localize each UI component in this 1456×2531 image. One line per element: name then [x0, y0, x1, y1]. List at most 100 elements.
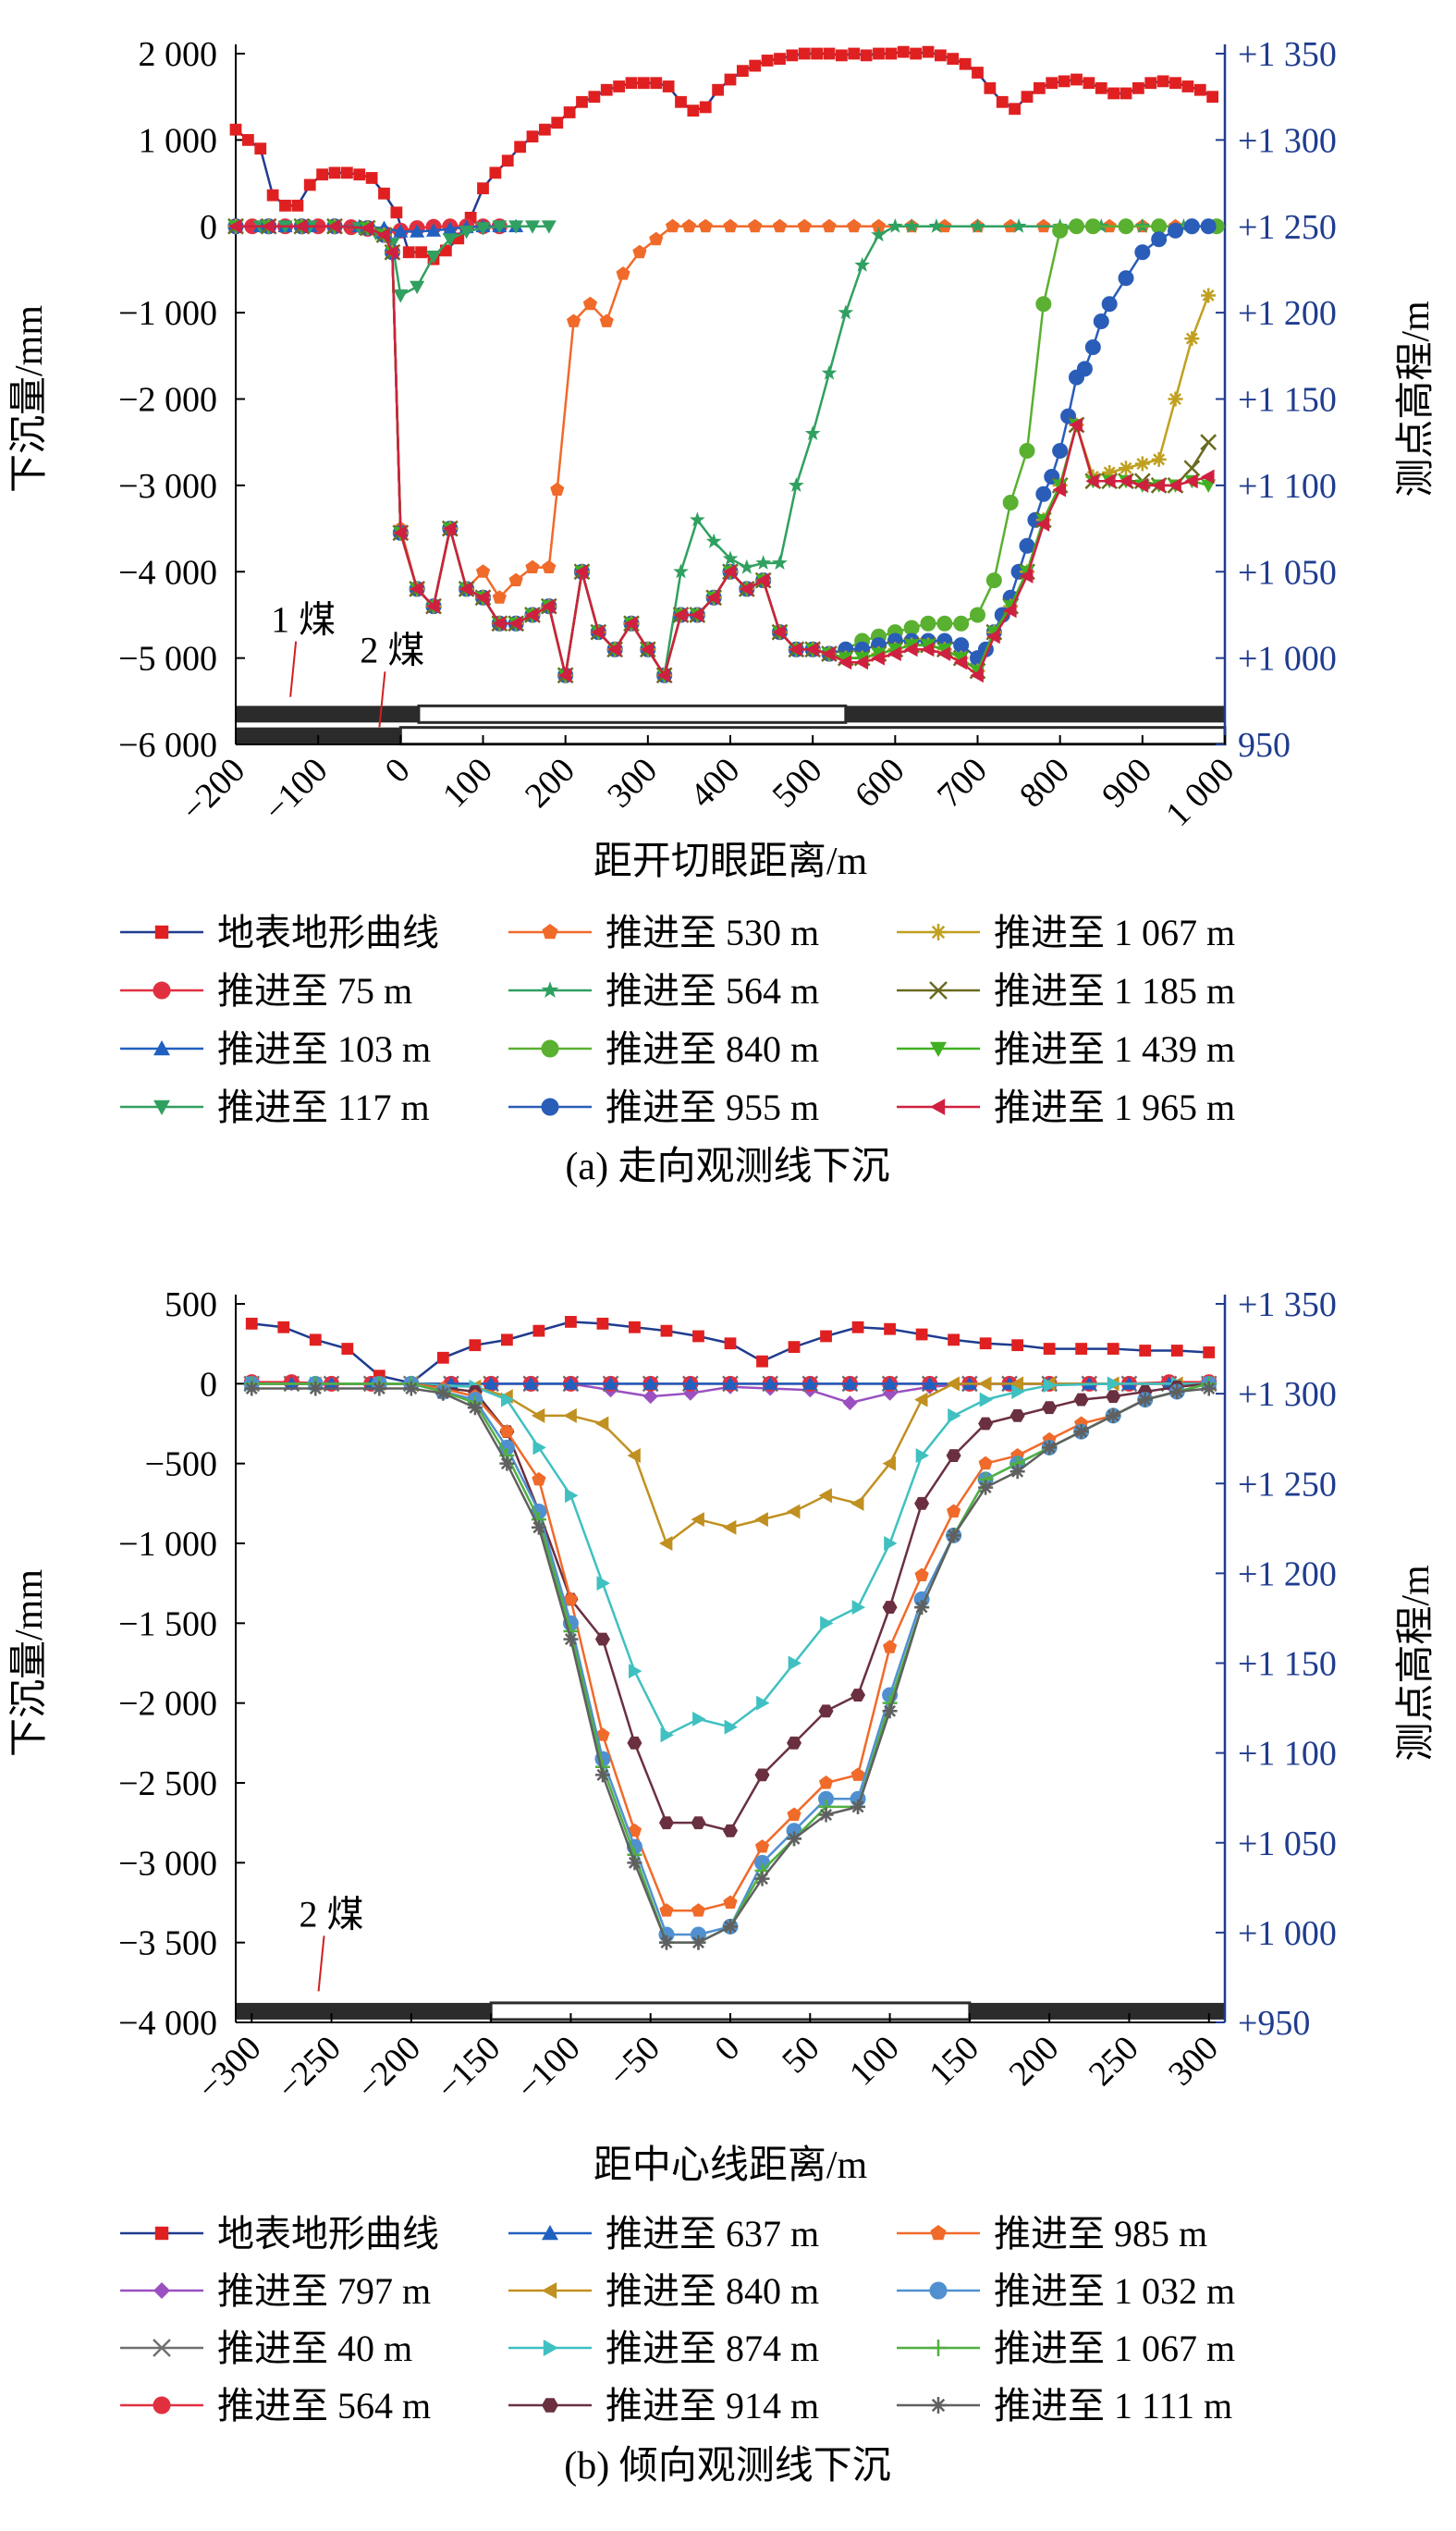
- data-point: [934, 49, 947, 62]
- data-point: [360, 220, 374, 236]
- data-point: [1009, 1408, 1025, 1422]
- series-5: [227, 217, 1217, 682]
- data-point: [1170, 1345, 1183, 1357]
- data-point: [914, 1496, 930, 1510]
- data-point: [508, 572, 523, 587]
- data-point: [748, 218, 763, 233]
- data-point: [390, 206, 403, 219]
- legend-item: 推进至 797 m: [120, 2270, 431, 2312]
- data-point: [985, 572, 1002, 589]
- y2-tick-label: +950: [1238, 2004, 1310, 2043]
- legend-item: 推进至 530 m: [508, 912, 819, 953]
- data-point: [508, 616, 522, 632]
- data-point: [754, 1871, 770, 1886]
- data-point: [882, 1456, 896, 1471]
- data-point: [822, 218, 837, 233]
- data-point: [627, 1855, 642, 1871]
- data-point: [915, 1448, 930, 1464]
- series-line: [251, 1382, 1210, 1936]
- data-point: [542, 559, 557, 574]
- legend-item: 推进至 1 965 m: [897, 1087, 1235, 1128]
- data-point: [970, 217, 985, 233]
- data-point: [978, 1456, 993, 1470]
- data-point: [978, 1376, 992, 1392]
- coal-label: 1 煤: [271, 599, 336, 641]
- data-point: [442, 521, 457, 536]
- data-point: [629, 1664, 642, 1679]
- data-point: [642, 1389, 658, 1405]
- data-point: [1168, 222, 1183, 239]
- y-tick-label: −1 500: [118, 1604, 217, 1643]
- legend-label: 推进至 117 m: [217, 1087, 430, 1128]
- data-point: [772, 218, 788, 233]
- data-point: [1102, 473, 1116, 489]
- data-point: [681, 218, 697, 233]
- data-point: [754, 1839, 770, 1853]
- data-point: [854, 655, 869, 670]
- data-point: [850, 1689, 866, 1702]
- x-tick-label: −150: [429, 2029, 508, 2107]
- data-point: [682, 1376, 698, 1390]
- legend-item: 推进至 874 m: [508, 2328, 819, 2369]
- data-point: [723, 1376, 738, 1390]
- legend-swatch-marker: [542, 2398, 558, 2413]
- data-point: [724, 1337, 737, 1350]
- data-point: [526, 130, 539, 143]
- x-tick-label: −50: [601, 2029, 667, 2095]
- data-point: [797, 218, 812, 233]
- data-point: [1200, 434, 1217, 451]
- legend-item: 推进至 117 m: [120, 1087, 430, 1128]
- legend-swatch-marker: [930, 2340, 947, 2356]
- data-point: [410, 224, 425, 238]
- y2-axis-title: 测点高程/m: [1395, 301, 1438, 498]
- data-point: [588, 91, 601, 104]
- data-point: [665, 218, 680, 233]
- legend-label: 地表地形曲线: [217, 912, 439, 953]
- data-point: [1118, 218, 1134, 235]
- data-point: [871, 218, 887, 233]
- data-point: [658, 1935, 674, 1950]
- data-point: [229, 123, 242, 136]
- coal-label-leader: [378, 671, 386, 728]
- series-line: [251, 1387, 1209, 1944]
- data-point: [838, 655, 852, 670]
- data-point: [786, 49, 799, 62]
- legend-label: 推进至 75 m: [217, 970, 412, 1012]
- data-point: [920, 615, 936, 632]
- figure-caption: (b) 倾向观测线下沉: [564, 2445, 890, 2488]
- y2-tick-label: +1 050: [1238, 1825, 1337, 1863]
- x-tick-label: 500: [765, 751, 830, 816]
- data-point: [722, 550, 739, 566]
- data-point: [483, 1376, 499, 1390]
- x-tick-label: 300: [600, 751, 665, 816]
- data-point: [1203, 1346, 1216, 1358]
- data-point: [1201, 469, 1215, 485]
- data-point: [1144, 77, 1157, 90]
- data-point: [959, 57, 972, 70]
- data-point: [1183, 460, 1201, 477]
- legend-swatch-marker: [153, 981, 171, 1000]
- x-tick-label: 200: [518, 751, 582, 816]
- data-point: [739, 581, 753, 596]
- data-point: [489, 166, 502, 179]
- data-point: [850, 1799, 866, 1814]
- data-point: [691, 1512, 704, 1528]
- data-point: [978, 1417, 994, 1431]
- data-point: [1069, 218, 1084, 235]
- data-point: [887, 217, 903, 233]
- data-point: [774, 53, 786, 66]
- data-point: [402, 246, 415, 259]
- y-tick-label: 500: [165, 1285, 217, 1324]
- data-point: [596, 1317, 609, 1330]
- data-point: [531, 1519, 546, 1535]
- data-point: [1093, 313, 1109, 329]
- data-point: [739, 559, 755, 574]
- y-tick-label: −6 000: [118, 726, 217, 765]
- data-point: [541, 220, 557, 234]
- data-point: [1106, 1390, 1121, 1404]
- coal-seam-group: [236, 2001, 1225, 2021]
- data-point: [763, 1376, 778, 1390]
- coal-label-leader: [289, 641, 298, 697]
